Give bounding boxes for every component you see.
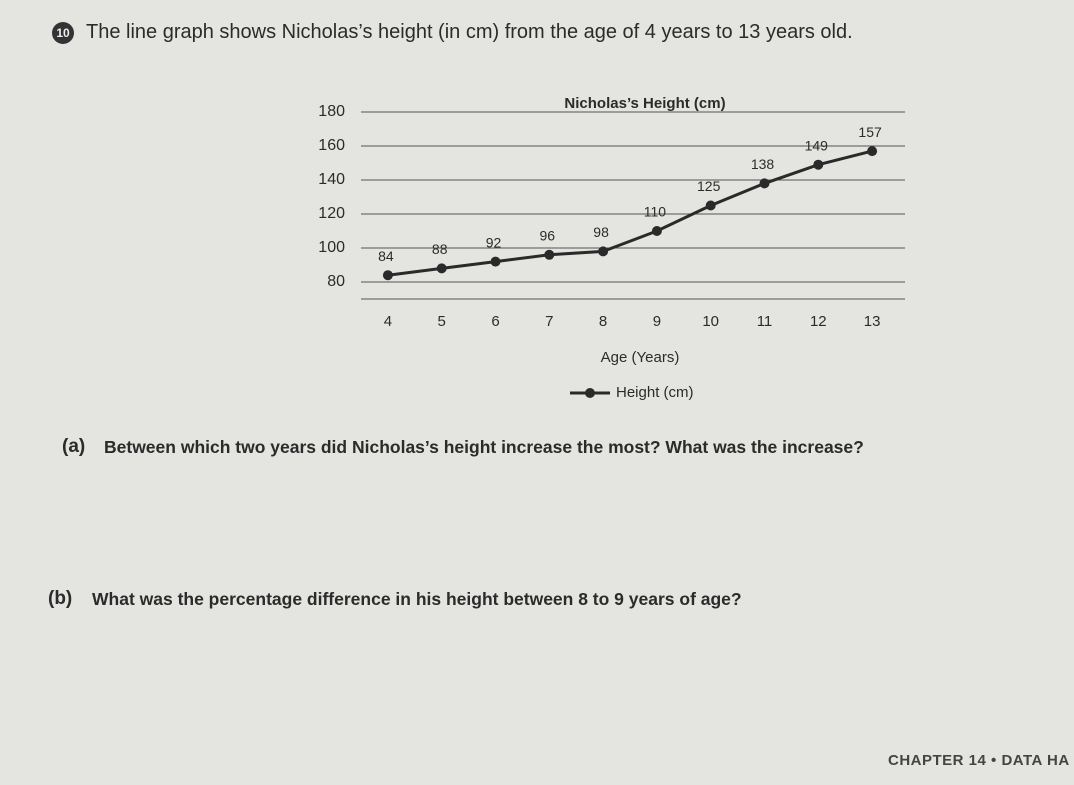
part-label: (b) <box>48 588 73 609</box>
x-tick-label: 7 <box>545 313 553 330</box>
data-label: 96 <box>540 228 556 244</box>
y-tick-label: 120 <box>318 205 345 222</box>
part-label: (a) <box>62 436 86 457</box>
data-point <box>867 146 878 157</box>
data-point <box>759 178 770 189</box>
x-tick-label: 9 <box>653 313 661 330</box>
data-label: 138 <box>751 156 775 172</box>
x-tick-label: 8 <box>599 313 607 330</box>
data-line <box>387 149 873 277</box>
x-tick-label: 6 <box>491 313 499 330</box>
y-tick-label: 180 <box>318 103 345 120</box>
part-text: What was the percentage difference in hi… <box>92 589 742 609</box>
question-number: 10 <box>52 22 74 44</box>
y-tick-label: 160 <box>318 137 345 154</box>
chart: Nicholas’s Height (cm) Age (Years) 80 100… <box>318 95 905 401</box>
data-label: 88 <box>432 241 448 257</box>
part-text: Between which two years did Nicholas’s h… <box>104 437 864 457</box>
x-tick-label: 5 <box>438 313 446 330</box>
footer: CHAPTER 14 • DATA HA <box>888 752 1070 769</box>
data-point <box>544 249 555 260</box>
legend-marker <box>585 388 595 398</box>
data-point <box>813 159 824 170</box>
data-point <box>436 263 447 274</box>
data-label: 110 <box>644 204 667 220</box>
data-label: 84 <box>378 248 394 264</box>
y-tick-label: 140 <box>318 171 345 188</box>
data-label: 157 <box>858 124 882 140</box>
data-label: 149 <box>805 137 829 153</box>
x-tick-label: 13 <box>864 313 881 330</box>
data-label: 92 <box>486 234 502 250</box>
x-axis-label: Age (Years) <box>601 349 680 366</box>
data-point <box>705 200 716 211</box>
data-point <box>598 246 609 257</box>
question-text: The line graph shows Nicholas’s height (… <box>86 21 853 43</box>
data-point <box>382 270 393 281</box>
y-tick-label: 100 <box>318 239 345 256</box>
x-tick-label: 11 <box>757 313 773 330</box>
legend-label: Height (cm) <box>616 384 694 401</box>
y-tick-label: 80 <box>327 273 345 290</box>
x-tick-label: 4 <box>384 313 392 330</box>
data-point <box>651 226 662 236</box>
data-label: 98 <box>593 224 609 240</box>
data-point <box>490 256 501 267</box>
data-label: 125 <box>697 178 721 194</box>
x-tick-label: 10 <box>702 313 719 330</box>
x-tick-label: 12 <box>810 313 827 330</box>
chart-title: Nicholas’s Height (cm) <box>564 95 725 112</box>
